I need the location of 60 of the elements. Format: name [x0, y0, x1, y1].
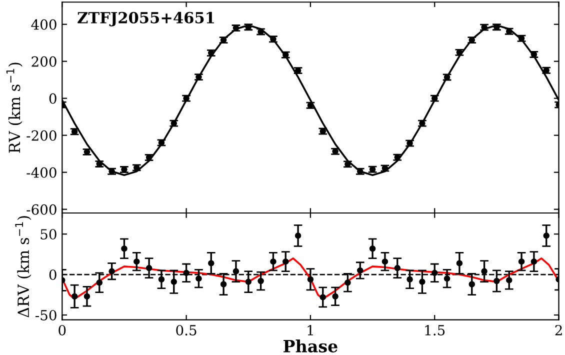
x-tick-label: 0.5	[176, 324, 196, 336]
y-tick-label: 50	[40, 229, 56, 240]
annotation: ZTFJ2055+4651	[78, 12, 214, 26]
point	[96, 279, 103, 286]
point	[71, 293, 78, 300]
point	[170, 278, 178, 285]
point	[432, 270, 438, 276]
point	[481, 268, 488, 274]
point	[369, 245, 376, 252]
point	[506, 277, 512, 284]
y-tick-label: -600	[26, 204, 56, 215]
point	[419, 278, 426, 285]
y-tick-label: 200	[32, 56, 56, 67]
point	[258, 278, 264, 284]
point	[270, 258, 276, 265]
point	[468, 281, 475, 288]
point	[332, 293, 338, 300]
line-series	[62, 257, 559, 300]
point	[518, 258, 525, 265]
point	[494, 278, 500, 284]
point	[530, 258, 538, 265]
y-tick-label: 400	[31, 19, 56, 30]
point	[84, 293, 90, 300]
point	[357, 267, 364, 274]
point	[208, 260, 214, 266]
y-axis-title: RV (km s$^{−1}$)	[6, 62, 22, 153]
point	[468, 36, 475, 44]
x-tick-label: 2	[555, 324, 562, 336]
y-tick-label: -200	[26, 130, 56, 141]
point	[543, 232, 550, 239]
point	[344, 279, 351, 286]
point	[232, 268, 240, 274]
x-tick-label: 0	[58, 324, 66, 336]
point	[196, 275, 202, 282]
y-tick-label: 0	[49, 269, 56, 280]
point	[245, 278, 252, 285]
point	[320, 294, 326, 300]
point	[382, 258, 388, 265]
y-tick-label: -400	[26, 167, 56, 178]
point	[282, 258, 289, 265]
point	[456, 260, 463, 266]
point	[294, 232, 302, 239]
point	[108, 268, 115, 274]
x-tick-label: 1.5	[425, 324, 445, 336]
y-axis-title: ΔRV (km s$^{−1}$)	[15, 216, 32, 318]
y-tick-label: -50	[36, 310, 56, 320]
point	[146, 264, 152, 272]
point	[208, 50, 214, 56]
x-axis-title: Phase	[284, 340, 338, 352]
point	[134, 258, 140, 265]
point	[158, 276, 165, 283]
y-tick-label: 0	[49, 93, 56, 104]
point	[183, 270, 190, 276]
point	[394, 264, 401, 272]
point	[121, 245, 128, 252]
point	[406, 276, 413, 283]
point	[220, 281, 227, 288]
point	[444, 275, 450, 282]
x-tick-label: 1	[308, 324, 313, 336]
point	[307, 276, 314, 283]
